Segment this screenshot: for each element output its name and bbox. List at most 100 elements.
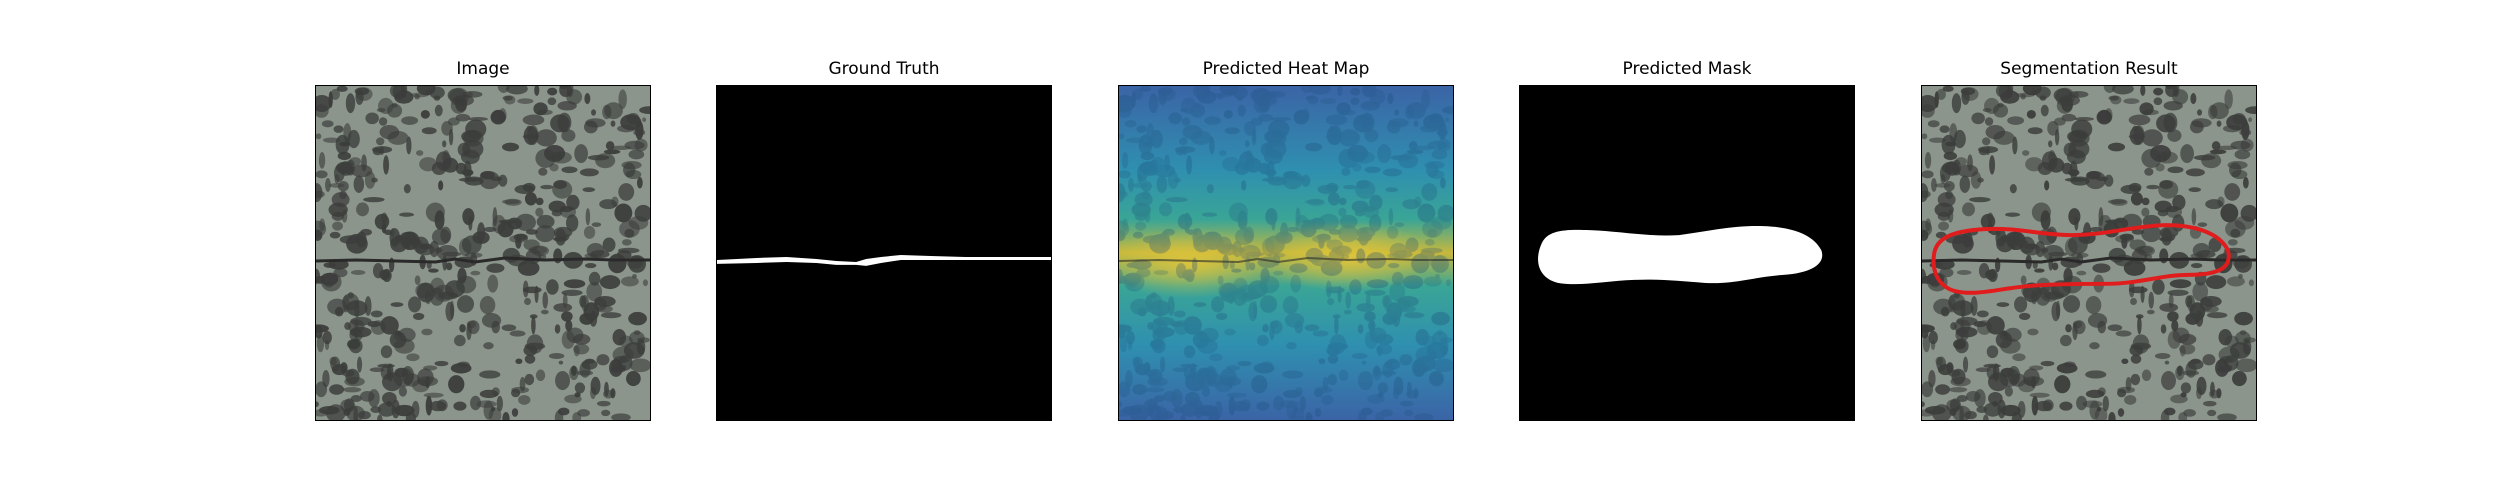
texture-blob	[1922, 94, 1938, 113]
texture-blob	[2202, 354, 2216, 366]
texture-blob	[618, 89, 627, 110]
texture-blob	[513, 233, 528, 241]
texture-blob	[1193, 235, 1211, 253]
texture-blob	[349, 326, 372, 338]
texture-blob	[1300, 221, 1317, 238]
texture-blob	[1394, 109, 1400, 116]
texture-blob	[1373, 365, 1380, 377]
texture-blob	[1185, 391, 1200, 405]
texture-blob	[1369, 86, 1377, 97]
texture-blob	[1234, 162, 1250, 175]
texture-blob	[1351, 200, 1369, 213]
texture-blob	[595, 153, 616, 169]
texture-blob	[1123, 272, 1142, 286]
texture-blob	[2108, 412, 2116, 420]
texture-blob	[559, 86, 572, 98]
texture-blob	[2180, 144, 2194, 164]
texture-blob	[1119, 401, 1122, 407]
texture-blob	[522, 280, 529, 298]
texture-blob	[1264, 169, 1277, 176]
texture-blob	[1942, 161, 1958, 174]
texture-blob	[1284, 313, 1305, 328]
texture-blob	[2153, 97, 2163, 106]
texture-blob	[448, 129, 454, 146]
texture-blob	[1945, 190, 1953, 200]
texture-blob	[1390, 154, 1413, 161]
texture-blob	[383, 155, 390, 175]
texture-blob	[1369, 327, 1387, 343]
texture-blob	[1377, 392, 1384, 398]
texture-blob	[1280, 222, 1289, 243]
texture-blob	[1211, 296, 1225, 313]
texture-blob	[316, 190, 325, 198]
texture-blob	[1241, 180, 1247, 191]
texture-blob	[2230, 228, 2241, 238]
texture-blob	[1398, 153, 1419, 169]
texture-blob	[2199, 297, 2213, 311]
texture-blob	[341, 209, 348, 223]
texture-blob	[2107, 324, 2123, 332]
texture-blob	[2234, 149, 2251, 160]
texture-blob	[470, 395, 482, 411]
texture-blob	[1197, 367, 1212, 378]
texture-blob	[1148, 368, 1163, 385]
texture-blob	[2130, 373, 2141, 386]
texture-blob	[566, 214, 579, 232]
texture-blob	[479, 370, 501, 379]
texture-blob	[611, 196, 619, 207]
texture-blob	[1927, 120, 1940, 128]
texture-blob	[455, 162, 467, 175]
texture-blob	[380, 345, 393, 359]
texture-blob	[1426, 162, 1439, 178]
texture-blob	[389, 228, 400, 247]
texture-blob	[534, 285, 539, 304]
texture-blob	[2168, 293, 2174, 309]
texture-blob	[1415, 328, 1430, 346]
texture-blob	[1407, 102, 1426, 120]
texture-blob	[1922, 268, 1927, 285]
texture-blob	[1928, 330, 1938, 345]
texture-blob	[1392, 310, 1401, 327]
texture-blob	[2190, 93, 2197, 105]
texture-blob	[1149, 300, 1171, 317]
texture-blob	[401, 116, 419, 125]
texture-blob	[435, 151, 452, 171]
texture-blob	[1436, 330, 1444, 336]
texture-blob	[1341, 253, 1350, 260]
texture-blob	[2098, 215, 2112, 234]
texture-blob	[2071, 252, 2089, 258]
texture-blob	[1136, 268, 1151, 278]
texture-blob	[1119, 229, 1126, 241]
texture-blob	[1387, 262, 1400, 269]
texture-blob	[1262, 324, 1269, 333]
texture-blob	[1146, 408, 1154, 416]
texture-blob	[1181, 117, 1191, 126]
texture-blob	[2192, 282, 2209, 302]
texture-blob	[2166, 205, 2183, 219]
texture-blob	[316, 170, 328, 179]
texture-blob	[1151, 319, 1168, 334]
texture-blob	[399, 212, 415, 217]
texture-blob	[1986, 345, 1999, 359]
texture-blob	[442, 140, 447, 148]
texture-blob	[316, 334, 325, 353]
texture-blob	[2025, 157, 2044, 172]
texture-blob	[1983, 363, 2001, 368]
texture-blob	[505, 86, 528, 95]
texture-blob	[617, 247, 640, 254]
texture-blob	[1386, 225, 1399, 239]
texture-blob	[1173, 406, 1185, 414]
texture-blob	[601, 409, 611, 417]
texture-blob	[1265, 208, 1278, 225]
texture-blob	[1156, 175, 1168, 193]
texture-blob	[2167, 166, 2184, 174]
texture-blob	[1302, 219, 1321, 224]
texture-blob	[1364, 166, 1381, 174]
texture-blob	[460, 149, 480, 165]
texture-blob	[2164, 360, 2170, 365]
texture-blob	[1170, 320, 1184, 328]
texture-blob	[2216, 366, 2232, 373]
texture-blob	[1372, 365, 1382, 381]
texture-blob	[2042, 244, 2064, 261]
texture-blob	[2207, 409, 2217, 417]
